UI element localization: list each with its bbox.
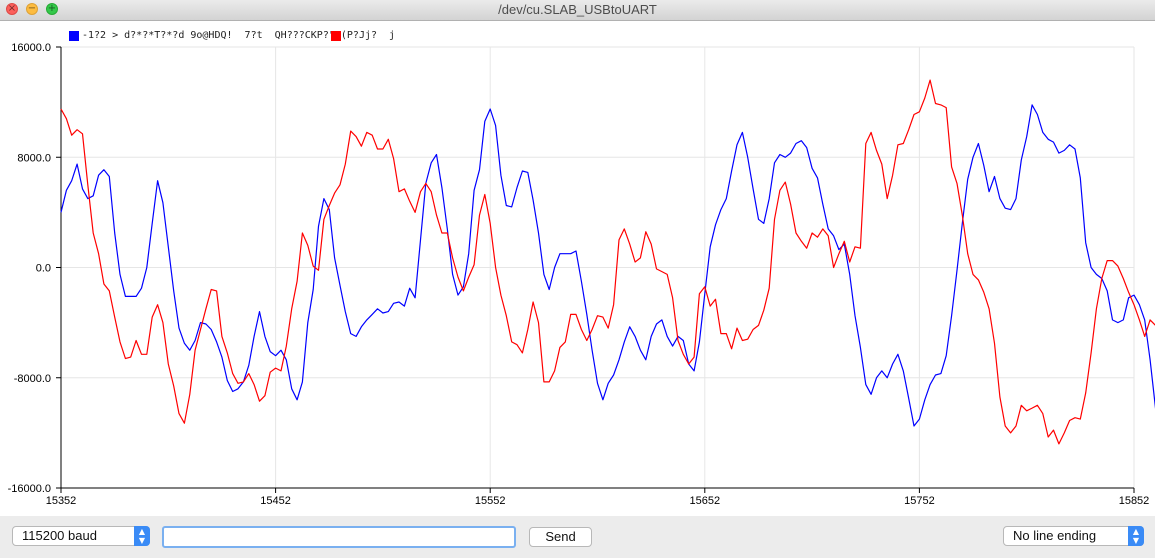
legend-swatch-blue xyxy=(69,31,79,41)
legend-swatch-red xyxy=(331,31,341,41)
minimize-window-button[interactable]: − xyxy=(26,3,38,15)
serial-input[interactable] xyxy=(162,526,516,548)
send-button[interactable]: Send xyxy=(529,527,592,547)
serial-plotter: 16000.0 8000.0 0.0 -8000.0 -16000.0 15352 1545… xyxy=(0,21,1155,516)
y-tick-label: 0.0 xyxy=(36,263,51,275)
line-ending-value: No line ending xyxy=(1013,528,1097,543)
x-tick-label: 15852 xyxy=(1119,495,1150,507)
x-tick-label: 15552 xyxy=(475,495,506,507)
select-arrows-icon: ▲ ▼ xyxy=(134,526,150,546)
series-line-2 xyxy=(60,79,1155,445)
baud-rate-value: 115200 baud xyxy=(22,528,97,543)
window-title: /dev/cu.SLAB_USBtoUART xyxy=(498,2,657,17)
close-window-button[interactable]: × xyxy=(6,3,18,15)
y-tick-label: 8000.0 xyxy=(17,152,51,164)
y-tick-label: -8000.0 xyxy=(14,373,51,385)
close-icon: × xyxy=(7,3,17,14)
minimize-icon: − xyxy=(27,3,37,14)
title-bar: × − + /dev/cu.SLAB_USBtoUART xyxy=(0,0,1155,21)
series-line-1 xyxy=(60,104,1155,427)
y-tick-label: 16000.0 xyxy=(11,42,51,54)
bottom-toolbar: 115200 baud ▲ ▼ Send No line ending ▲ ▼ xyxy=(0,516,1155,558)
baud-rate-select[interactable]: 115200 baud ▲ ▼ xyxy=(12,526,150,546)
y-tick-label: -16000.0 xyxy=(8,483,51,495)
plus-icon: + xyxy=(47,3,57,14)
x-tick-label: 15652 xyxy=(690,495,721,507)
x-tick-label: 15752 xyxy=(904,495,935,507)
x-tick-label: 15352 xyxy=(46,495,77,507)
x-tick-label: 15452 xyxy=(260,495,291,507)
line-ending-select[interactable]: No line ending ▲ ▼ xyxy=(1003,526,1144,546)
zoom-window-button[interactable]: + xyxy=(46,3,58,15)
legend-text: -1?2 > d?*?*T?*?d 9o@HDQ! 7?t QH???CKP?"… xyxy=(82,30,396,41)
select-arrows-icon: ▲ ▼ xyxy=(1128,526,1144,546)
